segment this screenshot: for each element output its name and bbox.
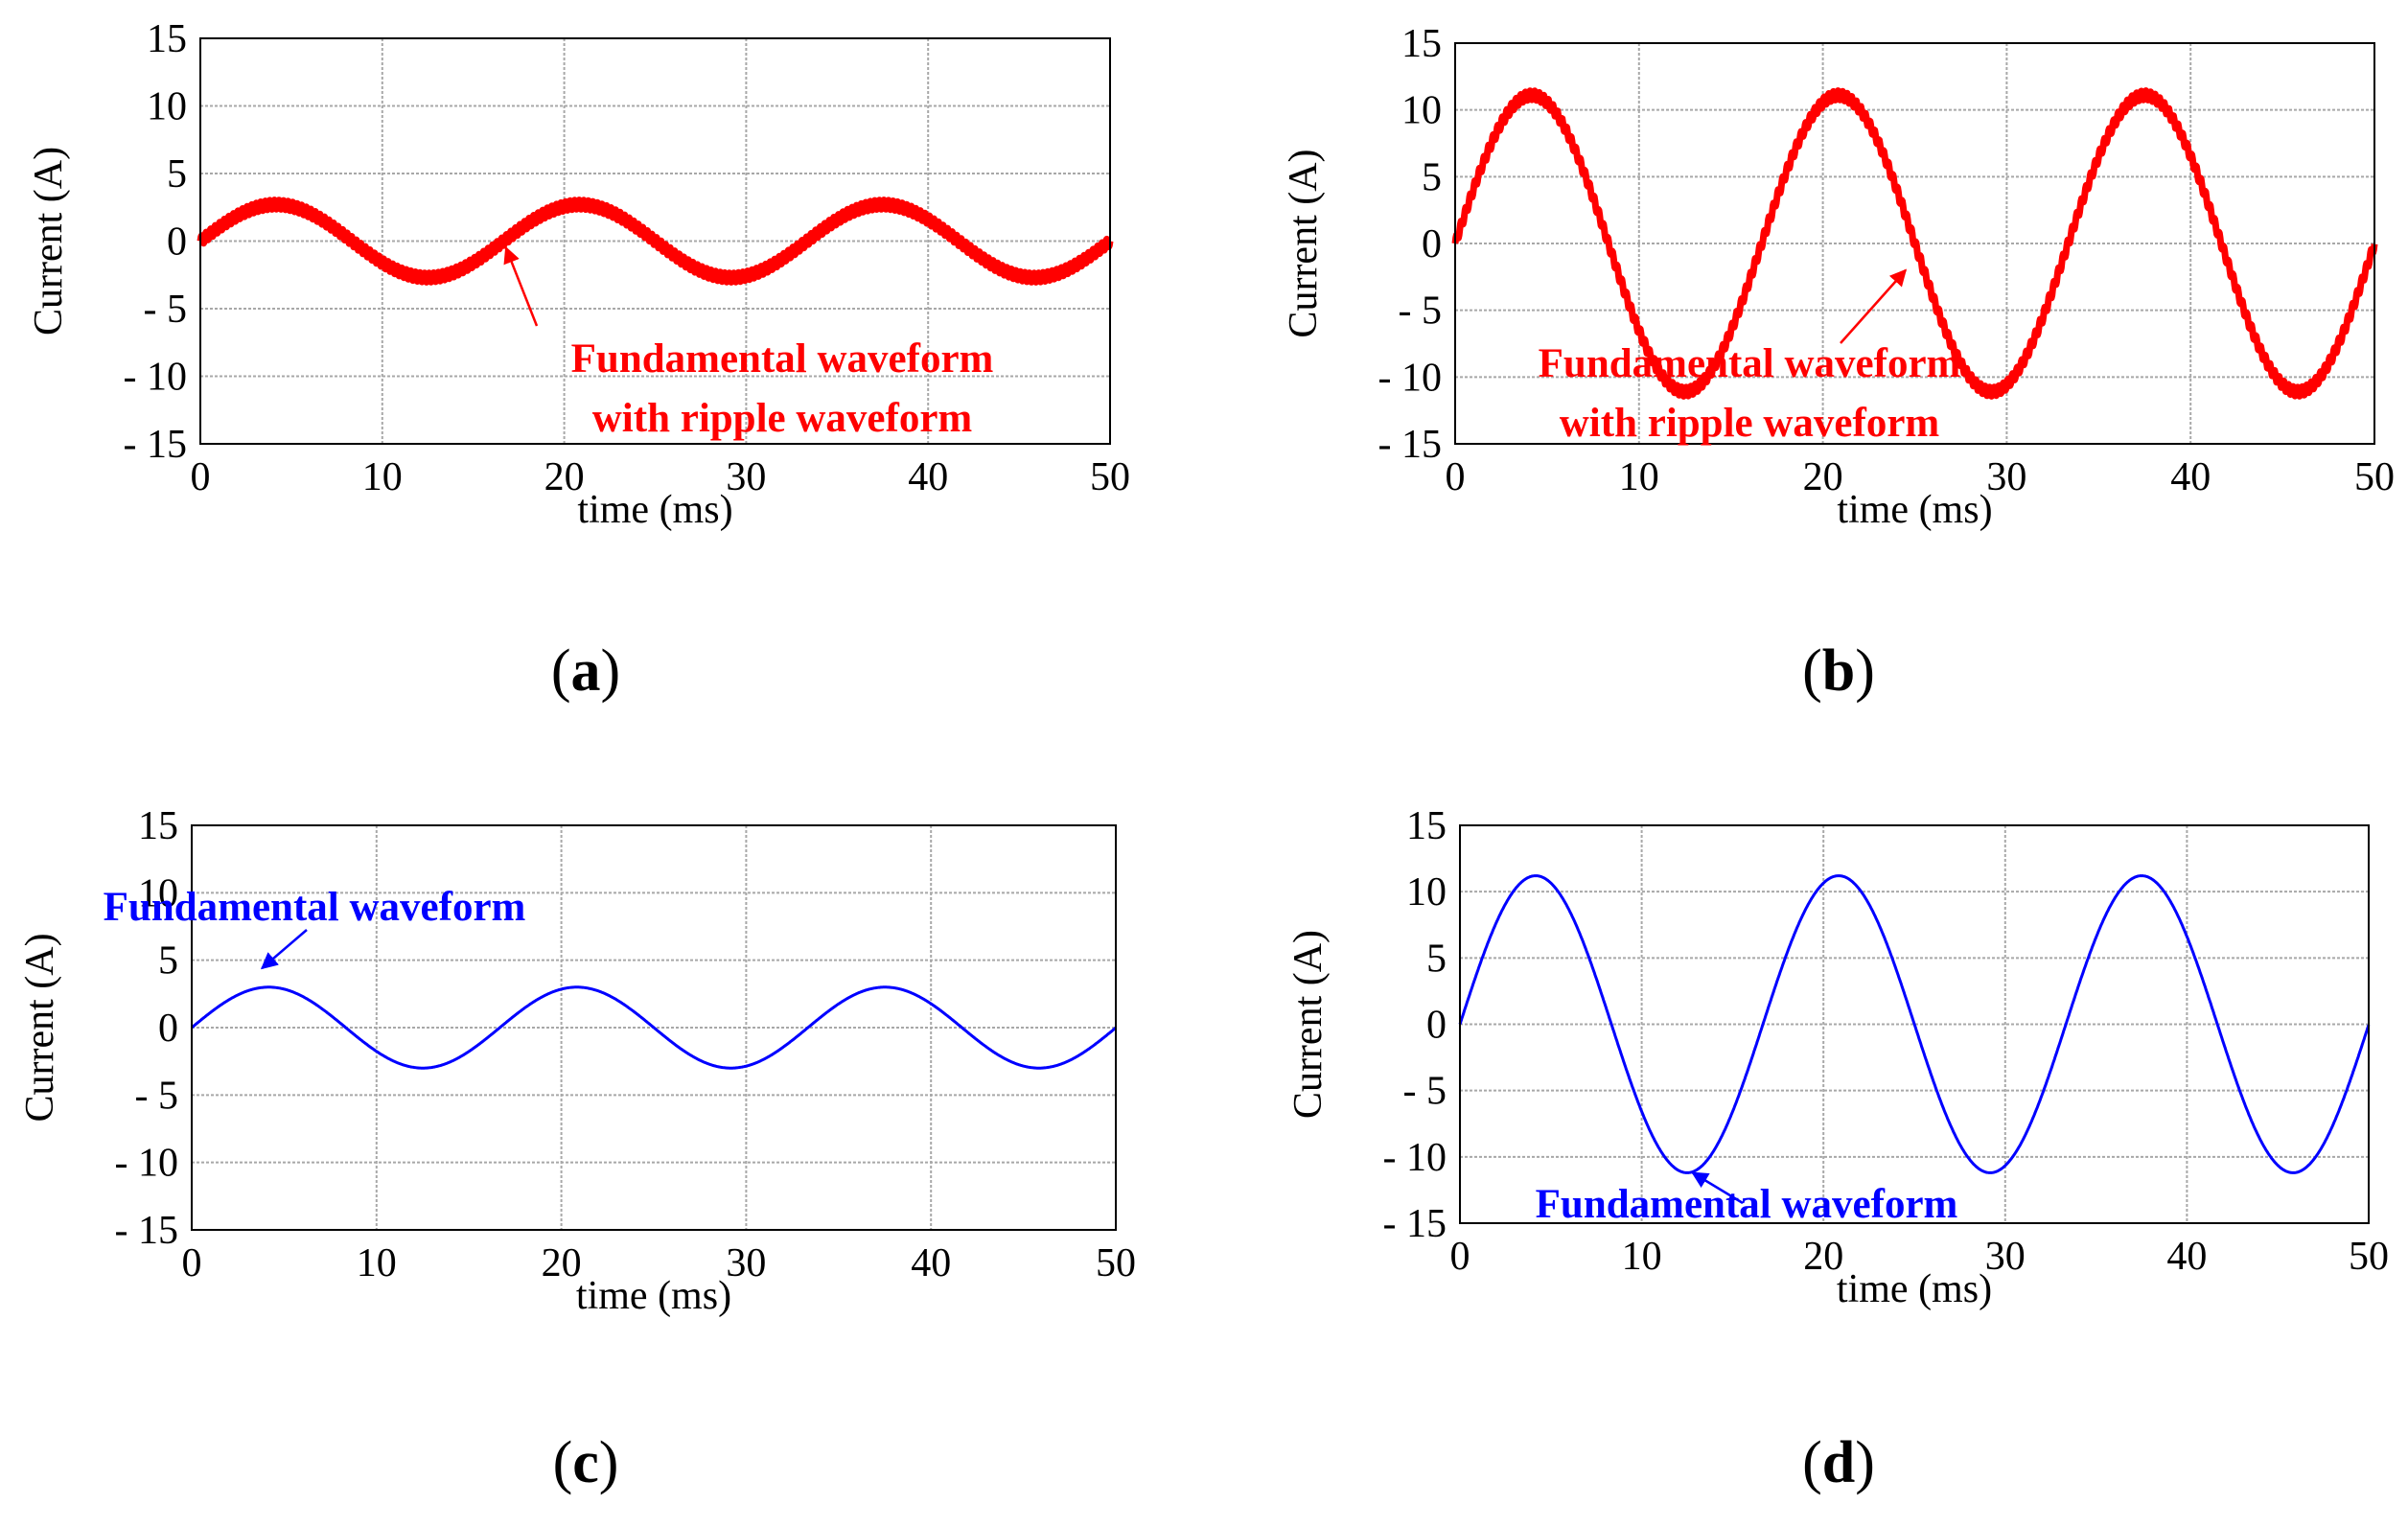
y-tick-label: 10 [138,871,178,915]
plot-frame [199,37,1111,445]
series-line [1458,874,2371,1174]
y-axis-label: Current (A) [18,933,62,1122]
x-axis-label: time (ms) [576,1274,731,1318]
series-line [197,197,1114,286]
x-tick-label: 20 [542,1241,582,1285]
series-line [1451,87,2378,400]
x-tick-label: 40 [2166,1235,2207,1279]
y-tick-label: 15 [147,17,187,61]
y-axis-label: Current (A) [1282,149,1326,337]
series-line [191,985,1117,1070]
y-tick-label: 5 [1426,937,1447,981]
annotation-arrow [503,245,539,327]
plot-frame [191,824,1117,1231]
y-tick-label: 5 [158,939,178,984]
y-tick-label: 0 [1426,1004,1447,1048]
x-tick-label: 30 [726,1241,766,1285]
plot-frame [1459,824,2370,1224]
panel-label: (b) [1802,638,1875,704]
annotation-text: Fundamental waveform [1536,1182,1958,1227]
y-tick-label: - 10 [1383,1136,1447,1180]
x-tick-label: 50 [2354,455,2395,499]
y-axis-label: Current (A) [1286,930,1331,1119]
x-tick-label: 40 [908,455,948,499]
y-tick-label: 15 [1406,804,1447,848]
x-tick-label: 0 [1450,1235,1470,1279]
x-tick-label: 40 [2170,455,2211,499]
y-tick-label: - 5 [1399,289,1443,334]
y-tick-label: - 5 [135,1074,179,1118]
y-tick-label: 0 [167,220,187,265]
annotation-text: Fundamental waveform [1539,341,1961,386]
annotation-text: Fundamental waveform [104,885,526,930]
x-tick-label: 0 [1446,455,1466,499]
y-tick-label: - 15 [1383,1202,1447,1246]
x-axis-label: time (ms) [1837,1267,1992,1311]
y-tick-label: 15 [138,804,178,848]
panel-label: (d) [1802,1430,1875,1495]
x-tick-label: 10 [1619,455,1659,499]
y-tick-label: - 5 [1403,1070,1447,1114]
plot-frame [1454,42,2375,445]
y-tick-label: - 15 [124,423,188,467]
annotation-arrow [1840,268,1908,344]
y-tick-label: - 15 [115,1209,179,1253]
y-axis-label: Current (A) [27,147,71,336]
annotation-text: with ripple waveform [1560,401,1940,446]
x-axis-label: time (ms) [577,488,732,532]
x-tick-label: 10 [1622,1235,1662,1279]
x-tick-label: 50 [1096,1241,1136,1285]
y-tick-label: 5 [1422,155,1442,199]
panel-label: (a) [551,638,620,704]
annotation-arrow [260,929,308,970]
x-tick-label: 30 [1985,1235,2026,1279]
annotation-text: Fundamental waveform [571,336,994,382]
x-tick-label: 0 [191,455,211,499]
x-tick-label: 50 [1090,455,1130,499]
y-tick-label: - 10 [1378,356,1443,400]
x-tick-label: 30 [1986,455,2026,499]
x-tick-label: 20 [1803,455,1843,499]
x-tick-label: 30 [726,455,766,499]
annotation-arrow [1691,1171,1744,1205]
y-tick-label: - 15 [1378,423,1443,467]
x-tick-label: 40 [911,1241,951,1285]
x-tick-label: 20 [544,455,585,499]
y-tick-label: 5 [167,152,187,197]
y-tick-label: 10 [147,85,187,129]
x-tick-label: 0 [182,1241,202,1285]
y-tick-label: 15 [1401,22,1442,66]
x-tick-label: 10 [357,1241,397,1285]
y-tick-label: 10 [1406,870,1447,914]
x-axis-label: time (ms) [1837,488,1992,532]
y-tick-label: 0 [158,1007,178,1051]
y-tick-label: 10 [1401,89,1442,133]
panel-label: (c) [553,1430,619,1495]
x-tick-label: 10 [362,455,403,499]
annotation-text: with ripple waveform [592,396,973,441]
x-tick-label: 50 [2349,1235,2389,1279]
y-tick-label: 0 [1422,222,1442,266]
y-tick-label: - 5 [144,288,188,332]
x-tick-label: 20 [1803,1235,1843,1279]
y-tick-label: - 10 [115,1142,179,1186]
y-tick-label: - 10 [124,356,188,400]
